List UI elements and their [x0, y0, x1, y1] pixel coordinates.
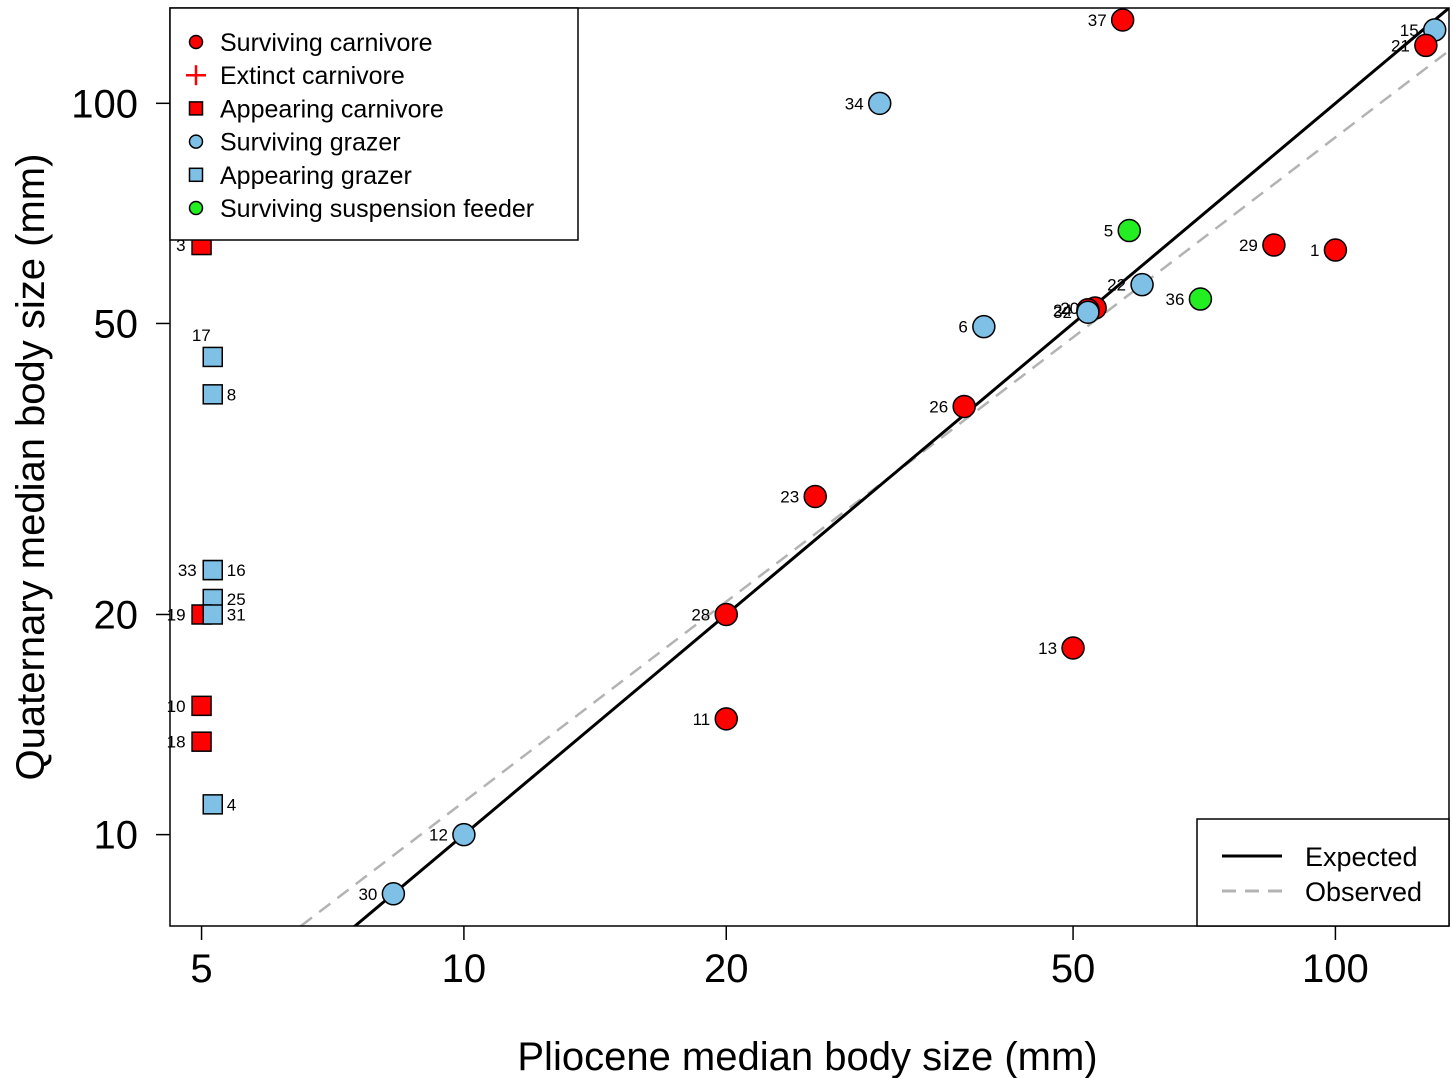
point-36 [1188, 287, 1213, 311]
reference-lines [300, 8, 1449, 926]
legend-label-surv_graz: Surviving grazer [220, 129, 401, 157]
point-label-28: 28 [691, 605, 710, 624]
y-tick-label-50: 50 [94, 302, 139, 346]
legend-marker-app_graz [188, 167, 204, 183]
point-label-13: 13 [1038, 639, 1057, 658]
legend-marker-app_carn [188, 101, 204, 116]
point-6 [972, 314, 996, 339]
legend-marker-surv_carn [188, 34, 204, 50]
y-axis-title: Quaternary median body size (mm) [9, 154, 53, 781]
point-label-3: 3 [176, 236, 185, 255]
point-21 [1414, 33, 1438, 58]
point-label-33: 33 [178, 561, 197, 580]
point-label-36: 36 [1165, 290, 1184, 309]
point-29 [1262, 233, 1286, 257]
point-label-6: 6 [958, 318, 967, 337]
point-34 [867, 91, 892, 116]
point-label-17: 17 [192, 326, 211, 345]
point-label-32: 32 [1053, 303, 1072, 322]
point-label-34: 34 [845, 94, 864, 113]
point-label-20: 20 [1060, 299, 1079, 318]
point-label-18: 18 [167, 733, 186, 752]
point-label-19: 19 [167, 605, 186, 624]
point-32 [1076, 300, 1100, 324]
x-tick-label-5: 5 [190, 947, 212, 991]
line-expected [352, 8, 1449, 926]
legend-marker-surv_susp [188, 200, 204, 216]
x-tick-label-50: 50 [1051, 947, 1096, 991]
legend-label-surv_carn: Surviving carnivore [220, 29, 433, 57]
x-axis: 5 10 20 50 100 [190, 926, 1369, 991]
y-tick-label-10: 10 [94, 814, 139, 858]
legend-marker-ext_carn [186, 65, 206, 86]
x-tick-label-10: 10 [442, 947, 487, 991]
point-26 [952, 394, 976, 419]
point-label-24: 24 [1053, 301, 1072, 320]
x-tick-label-20: 20 [704, 947, 749, 991]
point-12 [452, 822, 476, 847]
group-legend: Surviving carnivore Extinct carnivore Appe… [169, 7, 579, 241]
point-label-1: 1 [1310, 241, 1319, 260]
point-10 [191, 695, 212, 717]
point-22 [1130, 272, 1154, 297]
point-5 [1117, 218, 1141, 243]
point-11 [714, 707, 739, 731]
point-label-15: 15 [1400, 21, 1419, 40]
point-4 [202, 794, 223, 815]
point-37 [1110, 8, 1135, 32]
point-label-22: 22 [1107, 276, 1126, 295]
group-legend-box [169, 7, 579, 241]
point-label-31: 31 [227, 605, 246, 624]
data-points [191, 8, 1447, 906]
point-8 [202, 384, 223, 405]
legend-label-expected: Expected [1305, 842, 1418, 872]
point-label-10: 10 [167, 697, 186, 716]
legend-label-app_carn: Appearing carnivore [220, 95, 444, 123]
point-label-23: 23 [780, 487, 799, 506]
point-28 [714, 602, 739, 627]
point-30 [381, 882, 406, 906]
legend-label-observed: Observed [1305, 877, 1422, 907]
point-1 [1323, 238, 1348, 262]
point-label-4: 4 [227, 795, 236, 814]
point-label-30: 30 [358, 885, 377, 904]
legend-label-app_graz: Appearing grazer [220, 162, 412, 190]
point-label-25: 25 [227, 590, 246, 609]
point-16 [202, 559, 223, 581]
plot-area-frame [169, 7, 1450, 927]
point-18 [191, 731, 212, 752]
point-label-11: 11 [693, 710, 711, 729]
point-label-5: 5 [1104, 222, 1113, 241]
y-tick-label-100: 100 [71, 82, 138, 126]
line-legend-box [1196, 818, 1450, 927]
x-tick-label-100: 100 [1302, 947, 1369, 991]
point-label-37: 37 [1088, 11, 1107, 30]
x-axis-title: Pliocene median body size (mm) [517, 1035, 1097, 1078]
point-label-21: 21 [1391, 36, 1410, 55]
point-label-29: 29 [1239, 236, 1258, 255]
point-31 [202, 604, 223, 625]
point-17 [202, 346, 223, 368]
legend-label-surv_susp: Surviving suspension feeder [220, 195, 534, 223]
legend-label-ext_carn: Extinct carnivore [220, 62, 405, 90]
point-13 [1061, 636, 1085, 660]
point-label-12: 12 [429, 826, 448, 845]
line-legend: Expected Observed [1196, 818, 1450, 927]
point-label-8: 8 [227, 385, 236, 404]
y-axis: 10 20 50 100 [71, 82, 170, 858]
y-tick-label-20: 20 [94, 593, 139, 637]
point-label-16: 16 [227, 561, 246, 580]
point-label-26: 26 [929, 397, 948, 416]
legend-marker-surv_graz [188, 134, 204, 149]
point-23 [803, 484, 827, 509]
